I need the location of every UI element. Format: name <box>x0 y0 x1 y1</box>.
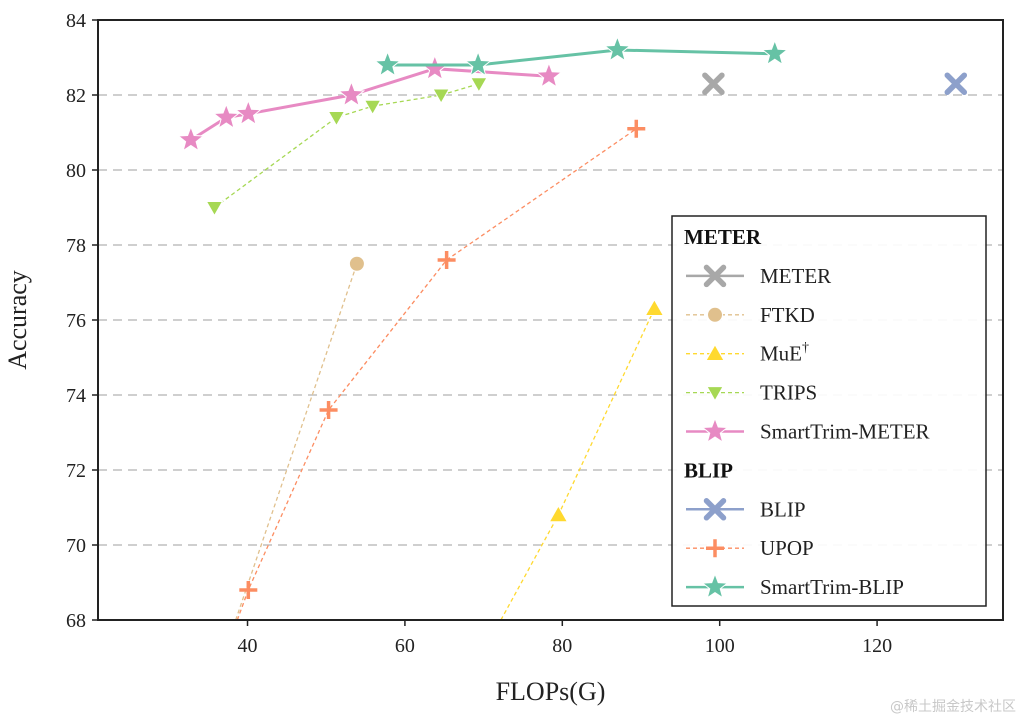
y-tick-label: 74 <box>66 385 86 407</box>
data-point-smarttrim-meter <box>421 54 449 81</box>
data-point-mue <box>644 298 665 316</box>
legend-group-title: METER <box>684 225 762 249</box>
y-tick-label: 70 <box>66 535 86 557</box>
legend-superscript: † <box>802 341 809 356</box>
series-line-ftkd <box>235 263 358 620</box>
data-point-smarttrim-meter <box>535 61 563 88</box>
x-tick-label: 40 <box>238 635 258 657</box>
legend-label-smarttrim-meter: SmartTrim-METER <box>760 420 930 444</box>
data-point-trips <box>470 77 488 93</box>
series-upop <box>236 119 646 620</box>
y-tick-label: 84 <box>66 10 86 32</box>
legend-entry-ftkd: FTKD <box>686 303 815 327</box>
x-tick-label: 80 <box>552 635 572 657</box>
watermark: @稀土掘金技术社区 <box>890 699 1016 715</box>
data-point-smarttrim-meter <box>234 99 263 126</box>
legend-entry-mue: MuE† <box>686 341 809 366</box>
series-line-upop <box>236 128 637 620</box>
axes: 68 70 72 74 76 78 80 82 84 40 60 80 100 120 <box>66 10 892 657</box>
legend-marker-meter <box>703 264 727 288</box>
y-tick-label: 76 <box>66 310 86 332</box>
legend-entry-smarttrim-blip: SmartTrim-BLIP <box>686 572 904 599</box>
series-meter <box>702 72 725 95</box>
legend-entry-trips: TRIPS <box>686 381 817 405</box>
y-axis-title: Accuracy <box>3 270 32 370</box>
series-smarttrim-blip <box>373 35 789 77</box>
data-point-upop <box>239 581 258 599</box>
data-point-smarttrim-blip <box>373 50 402 77</box>
legend-label-smarttrim-blip: SmartTrim-BLIP <box>760 575 904 599</box>
data-point-upop <box>437 251 456 269</box>
y-tick-label: 68 <box>66 610 86 632</box>
data-point-smarttrim-meter <box>212 103 240 130</box>
data-point-smarttrim-meter <box>177 125 205 152</box>
legend-box <box>671 215 987 607</box>
data-point-trips <box>327 111 346 127</box>
series-blip <box>944 72 968 95</box>
legend-group-title: BLIP <box>684 458 733 482</box>
data-point-smarttrim-blip <box>761 39 789 66</box>
y-tick-label: 78 <box>66 235 86 257</box>
data-point-mue <box>548 504 569 523</box>
data-point-blip <box>944 72 968 95</box>
grid-lines <box>98 94 1003 546</box>
data-point-trips <box>432 88 450 105</box>
legend-marker-ftkd <box>707 306 723 323</box>
series-line-mue <box>500 308 655 620</box>
legend-label-ftkd: FTKD <box>760 303 815 327</box>
x-tick-label: 120 <box>862 635 892 657</box>
legend-label-upop: UPOP <box>760 536 814 560</box>
data-point-upop <box>627 119 646 138</box>
legend-label-meter: METER <box>760 264 831 288</box>
legend-marker-mue <box>705 343 725 361</box>
data-point-smarttrim-blip <box>464 50 492 77</box>
legend-entry-blip: BLIP <box>686 497 806 521</box>
y-tick-label: 80 <box>66 160 86 182</box>
data-point-smarttrim-blip <box>603 35 632 62</box>
series-layer <box>177 35 968 620</box>
legend-label-trips: TRIPS <box>760 381 817 405</box>
legend-entry-smarttrim-meter: SmartTrim-METER <box>686 417 930 444</box>
data-point-trips <box>363 99 382 116</box>
data-point-meter <box>702 72 725 95</box>
legend-marker-upop <box>706 539 724 558</box>
x-axis-title: FLOPs(G) <box>496 677 606 706</box>
x-tick-label: 100 <box>705 635 735 657</box>
legend-marker-smarttrim-blip <box>701 572 729 599</box>
y-tick-label: 72 <box>66 460 86 482</box>
legend-entry-upop: UPOP <box>686 536 814 560</box>
series-trips <box>205 77 488 217</box>
legend-marker-blip <box>703 498 727 521</box>
series-mue <box>500 298 665 620</box>
series-ftkd <box>235 255 365 620</box>
legend-label-blip: BLIP <box>760 497 806 521</box>
x-tick-label: 60 <box>395 635 415 657</box>
data-point-smarttrim-meter <box>337 80 366 107</box>
data-point-trips <box>205 201 224 217</box>
legend-marker-smarttrim-meter <box>701 417 729 444</box>
y-tick-label: 82 <box>66 85 86 107</box>
series-line-smarttrim-blip <box>387 48 775 67</box>
legend-label-mue: MuE† <box>760 341 809 366</box>
data-point-ftkd <box>348 255 365 272</box>
legend: METER METER FTKD MuE† TRIPS SmartTrim-METER BL… <box>671 215 987 607</box>
legend-marker-trips <box>706 386 724 402</box>
legend-entry-meter: METER <box>686 264 831 288</box>
data-point-upop <box>319 401 338 419</box>
